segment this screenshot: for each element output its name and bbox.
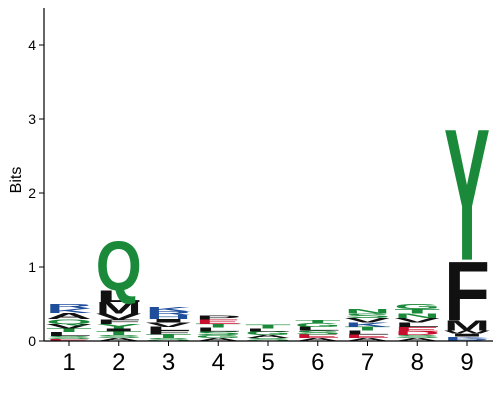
- logo-letter-K: K: [444, 336, 491, 339]
- logo-letter-A: A: [96, 337, 142, 342]
- logo-letter-M: M: [444, 317, 490, 333]
- letter-stacks: ESLTVQAKRASTIYFVMLQSTFLVIHRKAGSLTEPSAGLT…: [46, 91, 491, 342]
- logo-letter-T: T: [394, 308, 441, 315]
- logo-letter-V: V: [46, 323, 92, 330]
- logo-letter-T: T: [345, 326, 392, 332]
- logo-letter-G: G: [295, 322, 341, 328]
- logo-letter-G: G: [245, 330, 291, 336]
- logo-letter-Y: Y: [96, 323, 142, 330]
- logo-letter-K: K: [345, 321, 391, 328]
- logo-letter-N: N: [394, 312, 440, 319]
- logo-letter-H: H: [146, 314, 192, 320]
- logo-letter-K: K: [146, 306, 192, 313]
- logo-letter-E: E: [394, 326, 440, 333]
- logo-letter-E: E: [295, 334, 341, 340]
- logo-letter-S: S: [46, 335, 92, 340]
- logo-letter-A: A: [46, 311, 92, 320]
- x-tick-label: 9: [460, 349, 473, 376]
- logo-letter-I: I: [444, 333, 490, 338]
- logo-letter-V: V: [146, 321, 192, 328]
- logo-letter-F: F: [96, 319, 142, 326]
- logo-letter-G: G: [195, 334, 241, 339]
- logo-letter-A: A: [295, 337, 341, 342]
- logo-letter-T: T: [195, 323, 242, 329]
- logo-letter-R: R: [46, 303, 92, 310]
- logo-letter-S: S: [394, 334, 440, 339]
- logo-letter-S: S: [146, 337, 192, 342]
- logo-letter-L: L: [245, 328, 291, 333]
- logo-letter-E: E: [195, 319, 241, 326]
- logo-letter-L: L: [195, 327, 241, 333]
- logo-letter-S: S: [195, 331, 241, 337]
- y-tick-label: 4: [28, 37, 36, 53]
- logo-letter-A: A: [394, 337, 440, 342]
- logo-letter-S: S: [345, 313, 391, 320]
- logo-letter-A: A: [345, 337, 391, 342]
- x-tick-label: 4: [212, 349, 225, 376]
- logo-letter-F: F: [444, 244, 490, 338]
- logo-letter-T: T: [295, 320, 341, 325]
- logo-letter-R: R: [146, 310, 192, 316]
- logo-letter-T: T: [96, 331, 143, 337]
- logo-letter-F: F: [146, 330, 192, 336]
- logo-letter-S: S: [96, 334, 142, 339]
- logo-letter-W: W: [444, 330, 491, 335]
- logo-letter-D: D: [394, 330, 440, 336]
- logo-letter-N: N: [345, 308, 391, 315]
- logo-letter-R: R: [444, 338, 490, 341]
- logo-letter-Q: Q: [46, 318, 92, 325]
- logo-letter-Q: Q: [96, 226, 142, 305]
- logo-letter-L: L: [46, 331, 92, 337]
- logo-letter-V: V: [345, 317, 391, 324]
- x-tick-label: 3: [162, 349, 175, 376]
- logo-letter-E: E: [46, 338, 92, 341]
- logo-letter-K: K: [46, 307, 92, 314]
- logo-letter-T: T: [146, 334, 193, 340]
- axes: 0 1 2 3 4 1 2 3 4 5 6 7 8 9: [28, 8, 493, 376]
- logo-letter-V: V: [394, 317, 440, 324]
- logo-letter-Y: Y: [444, 91, 490, 301]
- y-tick-label: 3: [28, 111, 36, 127]
- logo-letter-L: L: [96, 287, 142, 305]
- x-tick-label: 6: [311, 349, 324, 376]
- logo-letter-I: I: [146, 318, 192, 324]
- logo-letter-S: S: [245, 337, 291, 342]
- logo-letter-M: M: [96, 299, 142, 318]
- logo-letter-L: L: [295, 326, 341, 332]
- y-axis-label: Bits: [8, 167, 25, 194]
- logo-letter-T: T: [245, 324, 292, 330]
- y-tick-label: 1: [28, 259, 36, 275]
- logo-letter-T: T: [46, 328, 93, 334]
- y-tick-label: 0: [28, 333, 36, 349]
- logo-letter-S: S: [295, 330, 341, 336]
- logo-letter-L: L: [394, 322, 440, 329]
- y-tick-label: 2: [28, 185, 36, 201]
- x-tick-label: 5: [261, 349, 274, 376]
- logo-letter-P: P: [195, 315, 241, 321]
- logo-letter-I: I: [96, 328, 142, 333]
- logo-letter-E: E: [345, 334, 391, 340]
- x-tick-label: 7: [361, 349, 374, 376]
- logo-letter-L: L: [345, 330, 391, 336]
- logo-letter-G: G: [394, 303, 440, 311]
- logo-letter-V: V: [96, 312, 142, 321]
- x-tick-label: 2: [112, 349, 125, 376]
- x-tick-label: 8: [411, 349, 424, 376]
- logo-letter-A: A: [195, 337, 241, 342]
- x-tick-label: 1: [62, 349, 75, 376]
- logo-letter-A: A: [245, 334, 291, 339]
- logo-letter-L: L: [146, 326, 192, 332]
